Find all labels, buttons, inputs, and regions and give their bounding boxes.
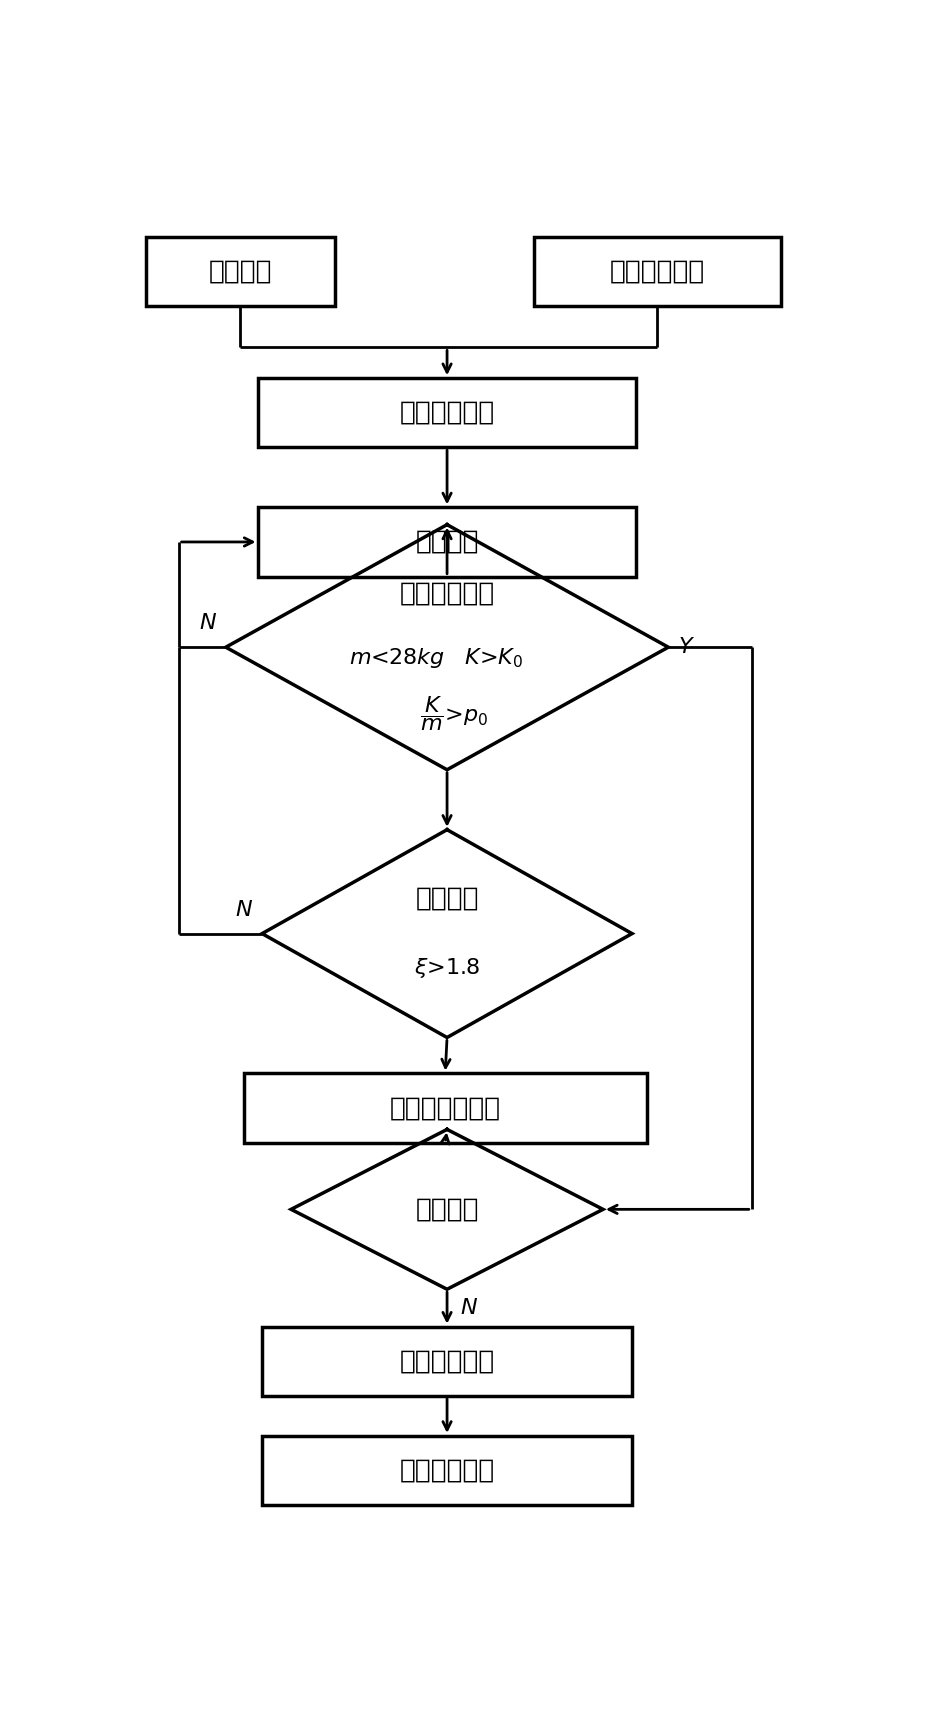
- Text: 发生共振: 发生共振: [416, 1197, 479, 1223]
- Bar: [262, 1436, 632, 1505]
- Text: 车架实物焊接: 车架实物焊接: [400, 1457, 495, 1483]
- Text: $N$: $N$: [235, 900, 253, 920]
- Text: $m$<28$kg$   $K$>$K_0$: $m$<28$kg$ $K$>$K_0$: [349, 645, 523, 670]
- Text: 车架夹具设计: 车架夹具设计: [400, 1348, 495, 1374]
- Text: 工况分析: 工况分析: [416, 886, 479, 912]
- Bar: [534, 237, 781, 306]
- Bar: [146, 237, 335, 306]
- Bar: [262, 1327, 632, 1396]
- Text: $N$: $N$: [461, 1298, 478, 1318]
- Bar: [258, 507, 636, 576]
- Text: $\xi$>1.8: $\xi$>1.8: [414, 957, 480, 981]
- Text: 有限元模态分析: 有限元模态分析: [389, 1095, 501, 1121]
- Text: 扭转刚度分析: 扭转刚度分析: [400, 581, 495, 607]
- Text: 调整模型: 调整模型: [416, 529, 479, 555]
- Text: 车架初始模型: 车架初始模型: [400, 400, 495, 426]
- Bar: [258, 379, 636, 448]
- Text: $\dfrac{K}{m}$>$p_0$: $\dfrac{K}{m}$>$p_0$: [420, 694, 489, 734]
- Bar: [244, 1073, 647, 1144]
- Text: 车架硬点位置: 车架硬点位置: [609, 258, 705, 284]
- Text: 车架参数: 车架参数: [209, 258, 272, 284]
- Text: $N$: $N$: [198, 612, 217, 633]
- Text: $Y$: $Y$: [678, 637, 695, 657]
